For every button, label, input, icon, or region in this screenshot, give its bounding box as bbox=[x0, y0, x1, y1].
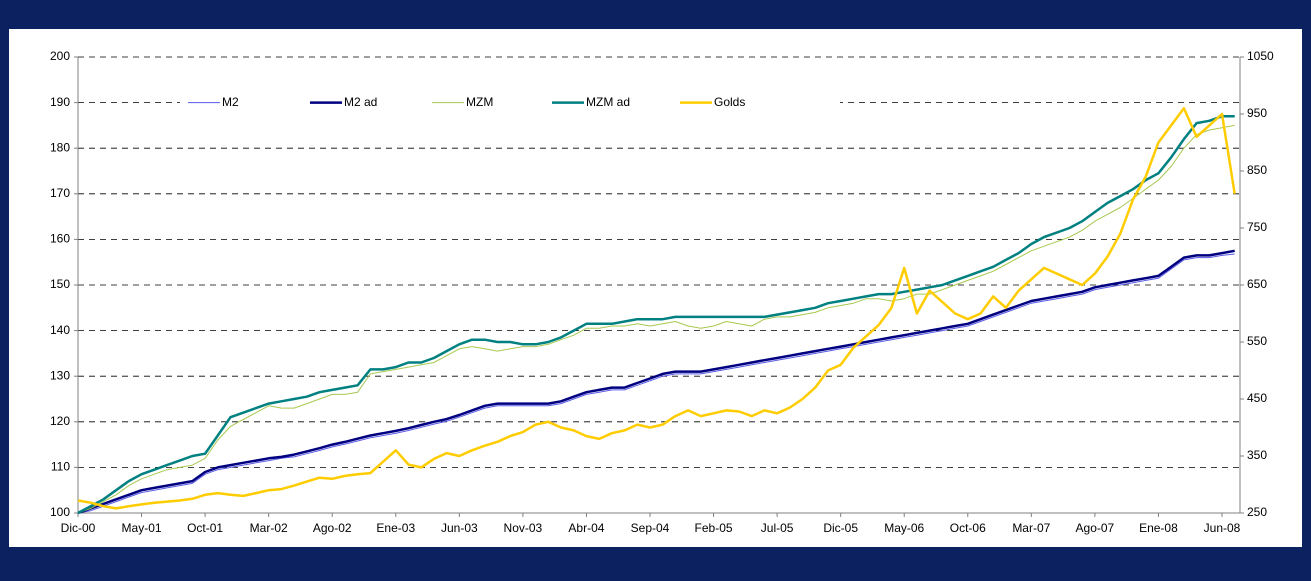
x-tick-label: May-06 bbox=[884, 521, 924, 535]
legend-label: MZM ad bbox=[586, 95, 630, 109]
y2-tick-label: 550 bbox=[1247, 334, 1267, 348]
legend-box bbox=[180, 93, 840, 112]
y-tick-label: 190 bbox=[50, 95, 70, 109]
y2-tick-label: 650 bbox=[1247, 277, 1267, 291]
x-tick-label: Jun-03 bbox=[441, 521, 478, 535]
y-tick-label: 160 bbox=[50, 232, 70, 246]
x-tick-label: Ene-08 bbox=[1139, 521, 1178, 535]
legend-label: MZM bbox=[466, 95, 493, 109]
x-tick-label: Nov-03 bbox=[504, 521, 543, 535]
x-tick-label: Oct-06 bbox=[950, 521, 986, 535]
y2-tick-label: 750 bbox=[1247, 220, 1267, 234]
y2-tick-label: 250 bbox=[1247, 505, 1267, 519]
y2-tick-label: 450 bbox=[1247, 391, 1267, 405]
x-tick-label: Mar-07 bbox=[1012, 521, 1050, 535]
y-tick-label: 140 bbox=[50, 323, 70, 337]
x-tick-label: Oct-01 bbox=[187, 521, 223, 535]
panel bbox=[9, 29, 1302, 547]
y-tick-label: 180 bbox=[50, 140, 70, 154]
x-tick-label: Dic-05 bbox=[823, 521, 858, 535]
series-line bbox=[77, 107, 1236, 510]
series-line bbox=[77, 124, 1235, 514]
legend-label: M2 bbox=[222, 95, 239, 109]
y-tick-label: 100 bbox=[50, 505, 70, 519]
y2-tick-label: 350 bbox=[1247, 448, 1267, 462]
y2-tick-label: 950 bbox=[1247, 106, 1267, 120]
y-tick-label: 130 bbox=[50, 368, 70, 382]
y2-tick-label: 850 bbox=[1247, 163, 1267, 177]
y-tick-label: 120 bbox=[50, 414, 70, 428]
x-tick-label: Jun-08 bbox=[1204, 521, 1241, 535]
x-tick-label: Ago-02 bbox=[313, 521, 352, 535]
series-line bbox=[77, 115, 1235, 515]
series-line bbox=[77, 253, 1235, 514]
x-tick-label: May-01 bbox=[122, 521, 162, 535]
x-tick-label: Ene-03 bbox=[376, 521, 415, 535]
series-line bbox=[77, 249, 1235, 515]
y-tick-label: 170 bbox=[50, 186, 70, 200]
x-tick-label: Jul-05 bbox=[761, 521, 794, 535]
x-tick-label: Dic-00 bbox=[61, 521, 96, 535]
y-tick-label: 200 bbox=[50, 49, 70, 63]
y-tick-label: 150 bbox=[50, 277, 70, 291]
y2-tick-label: 1050 bbox=[1247, 49, 1274, 63]
x-tick-label: Sep-04 bbox=[631, 521, 670, 535]
x-tick-label: Feb-05 bbox=[695, 521, 733, 535]
x-tick-label: Abr-04 bbox=[568, 521, 604, 535]
y-tick-label: 110 bbox=[51, 460, 70, 474]
legend-label: Golds bbox=[714, 95, 745, 109]
legend-label: M2 ad bbox=[344, 95, 377, 109]
x-tick-label: Mar-02 bbox=[250, 521, 288, 535]
x-tick-label: Ago-07 bbox=[1076, 521, 1115, 535]
